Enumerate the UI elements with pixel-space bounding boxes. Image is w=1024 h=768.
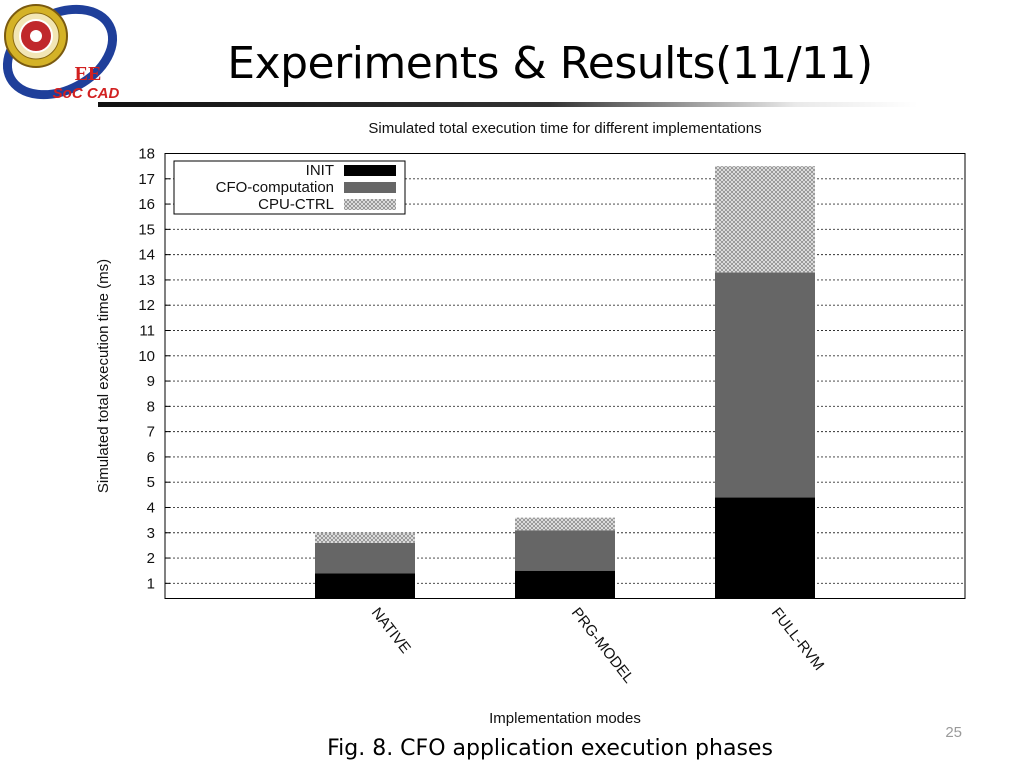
y-tick-label: 13 bbox=[138, 272, 155, 289]
x-tick-label: NATIVE bbox=[368, 604, 414, 656]
y-tick-label: 14 bbox=[138, 247, 155, 264]
legend-label: INIT bbox=[306, 162, 334, 179]
y-tick-label: 10 bbox=[138, 348, 155, 365]
x-axis-label: Implementation modes bbox=[489, 710, 641, 727]
y-tick-label: 8 bbox=[147, 398, 155, 415]
legend-swatch-init bbox=[344, 165, 396, 176]
legend-swatch-cpu-ctrl bbox=[344, 199, 396, 210]
y-tick-label: 7 bbox=[147, 424, 155, 441]
y-tick-label: 4 bbox=[147, 499, 155, 516]
slide-title: Experiments & Results(11/11) bbox=[227, 38, 873, 89]
y-tick-label: 3 bbox=[147, 525, 155, 542]
logo-soc-cad-text: SoC CAD bbox=[53, 85, 120, 102]
title-divider bbox=[98, 102, 918, 107]
logo-ee-text: EE bbox=[75, 63, 102, 85]
y-tick-label: 18 bbox=[138, 146, 155, 163]
legend-label: CFO-computation bbox=[216, 179, 334, 196]
x-tick-label: FULL-RVM bbox=[768, 604, 827, 673]
y-tick-label: 16 bbox=[138, 196, 155, 213]
bar-prg-model-init bbox=[515, 570, 615, 599]
y-tick-label: 2 bbox=[147, 550, 155, 567]
y-tick-label: 9 bbox=[147, 373, 155, 390]
bar-native-cpu-ctrl bbox=[315, 532, 415, 543]
page-number: 25 bbox=[945, 724, 962, 741]
y-axis-label: Simulated total execution time (ms) bbox=[95, 259, 112, 493]
chart-title: Simulated total execution time for diffe… bbox=[368, 120, 761, 137]
bar-prg-model-cpu-ctrl bbox=[515, 517, 615, 531]
bar-full-rvm-cpu-ctrl bbox=[715, 166, 815, 273]
y-tick-label: 6 bbox=[147, 449, 155, 466]
y-tick-label: 15 bbox=[138, 221, 155, 238]
y-tick-label: 11 bbox=[139, 322, 155, 339]
y-tick-label: 17 bbox=[138, 171, 155, 188]
x-tick-label: PRG-MODEL bbox=[568, 604, 637, 686]
bar-full-rvm-init bbox=[715, 497, 815, 599]
y-tick-label: 1 bbox=[147, 575, 155, 592]
bar-full-rvm-cfo-computation bbox=[715, 272, 815, 498]
figure-caption: Fig. 8. CFO application execution phases bbox=[327, 736, 773, 761]
legend-swatch-cfo-computation bbox=[344, 182, 396, 193]
plot-frame bbox=[164, 153, 966, 599]
bar-native-cfo-computation bbox=[315, 542, 415, 574]
bar-prg-model-cfo-computation bbox=[515, 530, 615, 571]
legend-label: CPU-CTRL bbox=[258, 196, 334, 213]
soc-cad-logo: EE SoC CAD bbox=[2, 4, 120, 102]
y-tick-label: 5 bbox=[147, 474, 155, 491]
bar-native-init bbox=[315, 573, 415, 599]
y-tick-label: 12 bbox=[138, 297, 155, 314]
